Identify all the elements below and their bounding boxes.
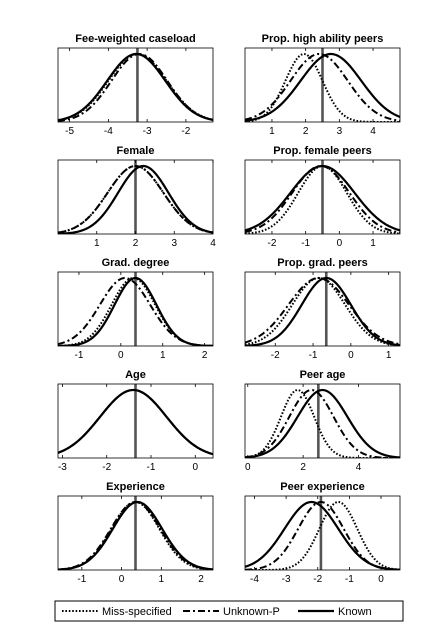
legend-items: Miss-specified Unknown-P Known bbox=[62, 606, 372, 618]
x-tick-label-peer-experience: -1 bbox=[345, 574, 354, 585]
x-tick-label-prop-female-peers: 0 bbox=[337, 238, 343, 249]
x-tick-label-experience: 2 bbox=[198, 574, 204, 585]
x-tick-label-prop-high-ability-peers: 3 bbox=[337, 126, 343, 137]
x-tick-label-peer-age: 2 bbox=[300, 462, 306, 473]
panel-experience: Experience -1 0 1 2 bbox=[57, 481, 214, 585]
x-tick-label-female: 3 bbox=[171, 238, 177, 249]
x-tick-label-peer-age: 0 bbox=[245, 462, 251, 473]
panel-peer-experience: Peer experience -4 -3 -2 -1 0 bbox=[244, 481, 401, 585]
x-tick-label-prop-grad-peers: 0 bbox=[348, 350, 354, 361]
panel-title-peer-experience: Peer experience bbox=[280, 481, 364, 493]
x-tick-label-experience: -1 bbox=[77, 574, 86, 585]
x-tick-label-female: 1 bbox=[94, 238, 100, 249]
axes-box-fee-weighted-caseload bbox=[57, 47, 214, 123]
panel-female: Female 1 2 3 4 bbox=[57, 145, 216, 249]
series-line-unknown-p-prop-high-ability-peers bbox=[245, 53, 400, 122]
panel-title-prop-grad-peers: Prop. grad. peers bbox=[277, 257, 367, 269]
panel-fee-weighted-caseload: Fee-weighted caseload -5 -4 -3 -2 bbox=[57, 33, 214, 137]
x-tick-label-grad-degree: 0 bbox=[118, 350, 124, 361]
panel-grid: Fee-weighted caseload -5 -4 -3 -2 Prop. high … bbox=[57, 33, 401, 585]
x-tick-label-peer-experience: -3 bbox=[282, 574, 291, 585]
x-tick-label-age: -3 bbox=[58, 462, 67, 473]
panel-title-female: Female bbox=[117, 145, 155, 157]
axes-box-experience bbox=[57, 495, 214, 571]
x-tick-label-prop-grad-peers: -2 bbox=[271, 350, 280, 361]
legend-box bbox=[54, 600, 404, 622]
x-tick-label-prop-high-ability-peers: 1 bbox=[269, 126, 275, 137]
axes-box-peer-age bbox=[244, 383, 401, 459]
series-line-miss-specified-peer-age bbox=[245, 389, 400, 458]
x-tick-label-fee-weighted-caseload: -2 bbox=[181, 126, 190, 137]
x-tick-label-fee-weighted-caseload: -4 bbox=[104, 126, 113, 137]
series-line-known-prop-grad-peers bbox=[245, 276, 400, 346]
panel-grad-degree: Grad. degree -1 0 1 2 bbox=[57, 257, 214, 361]
panel-age: Age -3 -2 -1 0 bbox=[57, 369, 214, 473]
series-line-unknown-p-prop-grad-peers bbox=[245, 277, 400, 346]
x-tick-label-experience: 0 bbox=[119, 574, 125, 585]
series-line-unknown-p-grad-degree bbox=[58, 277, 213, 346]
x-tick-label-peer-experience: 0 bbox=[378, 574, 384, 585]
x-tick-label-fee-weighted-caseload: -5 bbox=[65, 126, 74, 137]
panel-title-prop-female-peers: Prop. female peers bbox=[273, 145, 371, 157]
axes-box-prop-high-ability-peers bbox=[244, 47, 401, 123]
series-line-known-prop-high-ability-peers bbox=[245, 52, 400, 122]
x-tick-label-grad-degree: -1 bbox=[74, 350, 83, 361]
series-line-known-female bbox=[58, 164, 213, 234]
panel-prop-female-peers: Prop. female peers -2 -1 0 1 bbox=[244, 145, 401, 249]
x-tick-label-prop-female-peers: 1 bbox=[370, 238, 376, 249]
x-tick-label-grad-degree: 1 bbox=[160, 350, 166, 361]
panel-peer-age: Peer age 0 2 4 bbox=[244, 369, 401, 473]
x-tick-label-experience: 1 bbox=[159, 574, 165, 585]
x-tick-label-female: 2 bbox=[133, 238, 139, 249]
axes-box-prop-female-peers bbox=[244, 159, 401, 235]
panel-title-grad-degree: Grad. degree bbox=[102, 257, 170, 269]
series-line-known-experience bbox=[58, 500, 213, 570]
x-tick-label-age: 0 bbox=[193, 462, 199, 473]
x-tick-label-age: -1 bbox=[147, 462, 156, 473]
x-tick-label-peer-experience: -4 bbox=[250, 574, 259, 585]
series-line-known-peer-experience bbox=[245, 500, 400, 570]
series-line-known-prop-female-peers bbox=[245, 164, 400, 232]
x-tick-label-prop-grad-peers: -1 bbox=[309, 350, 318, 361]
series-line-known-age bbox=[58, 388, 213, 456]
x-tick-label-prop-female-peers: -2 bbox=[268, 238, 277, 249]
series-line-unknown-p-peer-age bbox=[245, 389, 400, 458]
panel-title-fee-weighted-caseload: Fee-weighted caseload bbox=[75, 33, 195, 45]
series-line-unknown-p-peer-experience bbox=[245, 501, 400, 570]
x-tick-label-prop-high-ability-peers: 4 bbox=[370, 126, 376, 137]
axes-box-peer-experience bbox=[244, 495, 401, 571]
series-line-unknown-p-female bbox=[58, 165, 213, 234]
panel-title-experience: Experience bbox=[106, 481, 165, 493]
panel-title-prop-high-ability-peers: Prop. high ability peers bbox=[262, 33, 384, 45]
x-tick-label-prop-female-peers: -1 bbox=[301, 238, 310, 249]
series-line-known-grad-degree bbox=[58, 276, 213, 346]
axes-box-age bbox=[57, 383, 214, 459]
x-tick-label-grad-degree: 2 bbox=[202, 350, 208, 361]
legend-label-known: Known bbox=[338, 606, 372, 618]
axes-box-prop-grad-peers bbox=[244, 271, 401, 347]
x-tick-label-peer-age: 4 bbox=[356, 462, 362, 473]
x-tick-label-female: 4 bbox=[210, 238, 216, 249]
x-tick-label-age: -2 bbox=[102, 462, 111, 473]
series-line-known-peer-age bbox=[245, 388, 400, 458]
legend-label-unknown-p: Unknown-P bbox=[223, 606, 280, 618]
x-tick-label-prop-high-ability-peers: 2 bbox=[303, 126, 309, 137]
legend: Miss-specified Unknown-P Known bbox=[54, 600, 404, 622]
legend-label-miss-specified: Miss-specified bbox=[102, 606, 172, 618]
x-tick-label-peer-experience: -2 bbox=[313, 574, 322, 585]
x-tick-label-fee-weighted-caseload: -3 bbox=[143, 126, 152, 137]
series-line-known-fee-weighted-caseload bbox=[58, 52, 213, 122]
panel-title-peer-age: Peer age bbox=[300, 369, 346, 381]
axes-box-grad-degree bbox=[57, 271, 214, 347]
panel-prop-high-ability-peers: Prop. high ability peers 1 2 3 4 bbox=[244, 33, 401, 137]
series-line-miss-specified-peer-experience bbox=[245, 501, 400, 570]
panel-title-age: Age bbox=[125, 369, 146, 381]
x-tick-label-prop-grad-peers: 1 bbox=[386, 350, 392, 361]
panel-prop-grad-peers: Prop. grad. peers -2 -1 0 1 bbox=[244, 257, 401, 361]
